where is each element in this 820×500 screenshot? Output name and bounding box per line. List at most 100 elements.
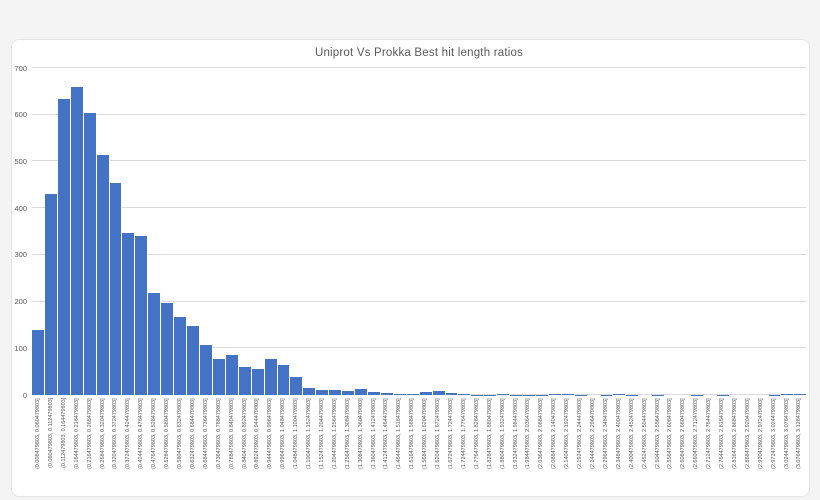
y-tick-label: 100 xyxy=(14,343,27,353)
x-tick-label: (0.424479803, 0.476479803] xyxy=(138,398,145,469)
histogram-bar xyxy=(135,235,149,395)
x-tick-label: (0.632479803, 0.684479803] xyxy=(189,398,196,469)
x-tick-label: (1.516479803, 1.568479803] xyxy=(409,398,416,469)
plot-area xyxy=(32,67,807,395)
histogram-bar xyxy=(445,393,459,395)
x-tick-label: (1.464479803, 1.516479803] xyxy=(396,398,403,469)
histogram-bar xyxy=(251,368,265,395)
x-tick-label: (2.972479803, 3.024479803] xyxy=(770,398,777,469)
histogram-bar xyxy=(57,99,71,395)
gridline xyxy=(32,253,806,255)
x-tick-label: (2.400479803, 2.452479803] xyxy=(628,398,635,469)
histogram-bar xyxy=(355,389,368,395)
x-tick-label: (2.088479803, 2.140479803] xyxy=(551,398,558,469)
x-tick-label: (1.308479803, 1.360479803] xyxy=(357,398,364,469)
histogram-bar xyxy=(225,355,239,395)
histogram-bar xyxy=(44,194,58,395)
x-tick-label: (1.412479803, 1.464479803] xyxy=(383,398,390,469)
histogram-bar xyxy=(290,377,304,395)
x-tick-label: (0.268479803, 0.320479803] xyxy=(99,398,106,469)
x-tick-label: (0.840479803, 0.892479803] xyxy=(241,398,248,469)
histogram-bar xyxy=(781,394,795,395)
x-tick-label: (1.672479803, 1.724479803] xyxy=(448,398,454,469)
histogram-bar xyxy=(432,391,446,395)
histogram-bar xyxy=(96,154,110,395)
histogram-bar xyxy=(419,391,433,395)
y-tick-label: 500 xyxy=(14,156,27,166)
y-tick-label: 700 xyxy=(14,63,27,73)
x-tick-label: (1.360479803, 1.412479803] xyxy=(370,398,377,469)
x-tick-label: (0.164479803, 0.216479803] xyxy=(73,398,80,469)
histogram-bar xyxy=(561,393,575,395)
x-tick-label: (0.944479803, 0.996479803] xyxy=(267,398,274,469)
histogram-bar xyxy=(148,292,162,395)
histogram-bar xyxy=(70,86,84,395)
x-tick-label: (0.476479803, 0.528479803] xyxy=(151,398,158,469)
histogram-bar xyxy=(367,392,381,395)
x-tick-label: (2.660479803, 2.712479803] xyxy=(693,398,700,469)
x-tick-label: (1.204479803, 1.256479803] xyxy=(331,398,338,469)
x-tick-label: (0.996479803, 1.048479803] xyxy=(280,398,287,469)
histogram-bar xyxy=(613,393,627,395)
histogram-bar xyxy=(316,389,330,395)
x-tick-label: (0.060479803, 0.112479803] xyxy=(47,398,54,469)
x-tick-label: (2.556479803, 2.608479803] xyxy=(667,398,674,469)
histogram-bar xyxy=(199,344,213,395)
histogram-bar xyxy=(277,365,291,395)
bars-container xyxy=(32,68,807,395)
x-axis-labels: (0.008479803, 0.060479803] (0.060479803, … xyxy=(32,398,806,495)
x-tick-label: (1.984479803, 2.036479803] xyxy=(525,398,532,469)
x-tick-label: (3.076479803, 3.128479803] xyxy=(796,398,803,469)
x-tick-label: (0.580479803, 0.632479803] xyxy=(176,398,183,469)
x-tick-label: (3.024479803, 3.076479803] xyxy=(783,398,790,469)
y-axis-labels: 0 100 200 300 400 500 600 700 xyxy=(12,64,27,398)
histogram-bar xyxy=(83,112,97,395)
histogram-bar xyxy=(212,358,226,395)
x-tick-label: (2.504479803, 2.556479803] xyxy=(654,398,661,469)
histogram-bar xyxy=(174,316,188,395)
x-tick-label: (0.892479803, 0.944479803] xyxy=(254,398,261,469)
chart-card: Uniprot Vs Prokka Best hit length ratios… xyxy=(11,39,810,497)
y-tick-label: 300 xyxy=(14,250,27,260)
y-tick-label: 200 xyxy=(14,296,27,306)
x-tick-label: (2.296479803, 2.348479803] xyxy=(602,398,609,469)
x-tick-label: (1.100479803, 1.152479803] xyxy=(306,398,313,469)
x-tick-label: (0.528479803, 0.580479803] xyxy=(164,398,171,469)
x-tick-label: (1.932479803, 1.984479803] xyxy=(512,398,519,469)
y-tick-label: 0 xyxy=(22,390,27,400)
y-tick-label: 400 xyxy=(14,203,27,213)
x-tick-label: (2.712479803, 2.764479803] xyxy=(706,398,713,469)
x-tick-label: (1.048479803, 1.100479803] xyxy=(293,398,300,469)
x-tick-label: (1.620479803, 1.672479803] xyxy=(435,398,442,469)
histogram-bar xyxy=(122,232,136,395)
histogram-bar xyxy=(548,393,562,395)
x-tick-label: (0.684479803, 0.736479803] xyxy=(202,398,209,469)
histogram-bar xyxy=(32,329,45,395)
histogram-bar xyxy=(497,393,511,395)
x-tick-label: (0.320479803, 0.372479803] xyxy=(112,398,119,469)
x-tick-label: (1.880479803, 1.932479803] xyxy=(499,398,506,469)
histogram-bar xyxy=(393,393,407,395)
gridline xyxy=(32,207,806,209)
x-tick-label: (1.256479803, 1.308479803] xyxy=(344,398,351,469)
histogram-bar xyxy=(187,325,200,395)
x-tick-label: (1.724479803, 1.776479803] xyxy=(460,398,467,469)
gridline xyxy=(32,113,806,115)
histogram-bar xyxy=(238,367,252,395)
x-tick-label: (0.372479803, 0.424479803] xyxy=(125,398,132,469)
x-tick-label: (1.828479803, 1.880479803] xyxy=(486,398,493,469)
x-tick-label: (2.348479803, 2.400479803] xyxy=(615,398,622,469)
x-tick-label: (2.452479803, 2.504479803] xyxy=(641,398,648,469)
histogram-bar xyxy=(342,390,356,395)
histogram-bar xyxy=(380,393,394,395)
x-tick-label: (1.776479803, 1.828479803] xyxy=(473,398,480,469)
x-tick-label: (2.192479803, 2.244479803] xyxy=(577,398,584,469)
x-tick-label: (2.816479803, 2.868479803] xyxy=(731,398,738,469)
x-tick-label: (0.216479803, 0.268479803] xyxy=(86,398,93,469)
gridline xyxy=(32,300,806,302)
x-tick-label: (2.868479803, 2.920479803] xyxy=(744,398,751,469)
histogram-bar xyxy=(303,388,317,395)
x-tick-label: (2.140479803, 2.192479803] xyxy=(564,398,571,469)
x-tick-label: (2.608479803, 2.660479803] xyxy=(680,398,687,469)
gridline xyxy=(32,347,806,349)
